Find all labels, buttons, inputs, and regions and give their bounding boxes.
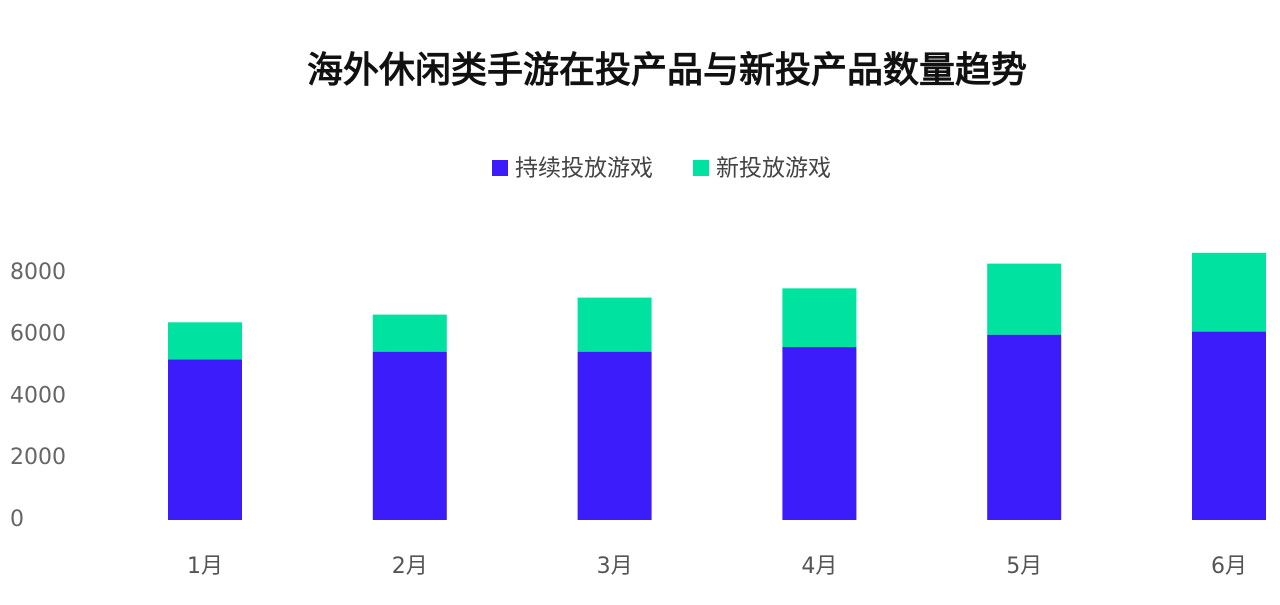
bar-segment xyxy=(372,314,447,352)
y-tick-label: 2000 xyxy=(10,445,66,470)
x-tick-label: 1月 xyxy=(187,554,223,579)
bar-segment xyxy=(168,322,242,360)
legend-label: 持续投放游戏 xyxy=(515,156,653,182)
bar-segment xyxy=(1192,252,1266,332)
bar-segment xyxy=(987,263,1062,335)
y-tick-label: 4000 xyxy=(10,383,66,408)
bar-segment xyxy=(372,351,447,520)
bar-segment xyxy=(782,347,857,520)
bar-segment xyxy=(987,334,1062,520)
x-tick-label: 3月 xyxy=(597,554,633,579)
y-tick-label: 6000 xyxy=(10,322,66,347)
x-tick-label: 6月 xyxy=(1211,554,1247,579)
bar-segment xyxy=(577,351,652,520)
x-tick-label: 4月 xyxy=(801,554,837,579)
bar-segment xyxy=(168,359,242,520)
legend-label: 新投放游戏 xyxy=(716,156,831,182)
x-tick-label: 2月 xyxy=(392,554,428,579)
x-tick-label: 5月 xyxy=(1006,554,1042,579)
y-tick-label: 8000 xyxy=(10,260,66,285)
bar-segment xyxy=(1192,331,1266,520)
legend-swatch xyxy=(492,160,508,176)
bar-segment xyxy=(782,288,857,348)
chart-title: 海外休闲类手游在投产品与新投产品数量趋势 xyxy=(307,50,1027,91)
y-tick-label: 0 xyxy=(10,507,24,532)
bar-segment xyxy=(577,297,652,352)
legend-swatch xyxy=(693,160,709,176)
